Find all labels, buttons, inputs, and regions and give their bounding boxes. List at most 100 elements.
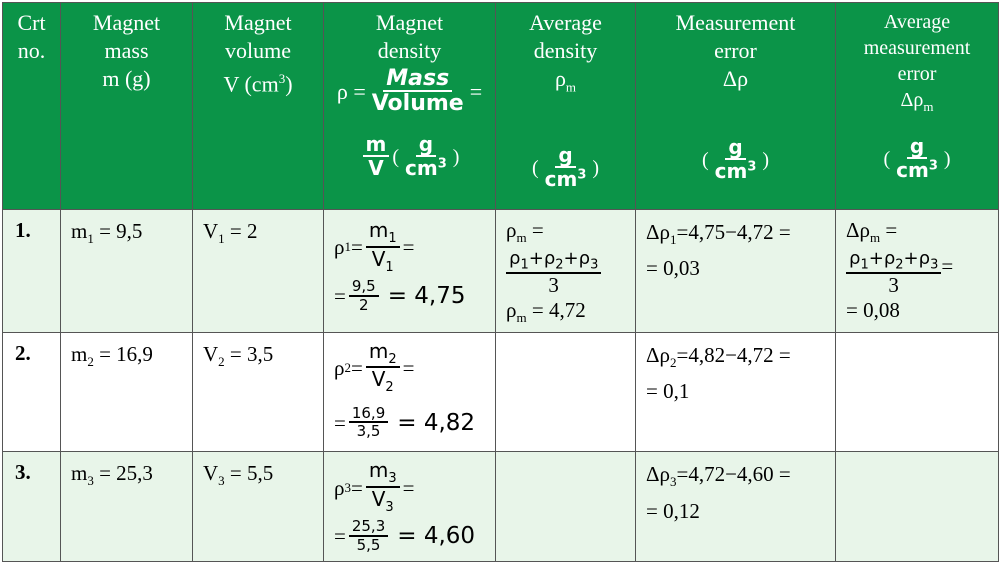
row-number: 2. [2,331,61,453]
unit-exp: 3 [437,156,447,172]
expression: =4,72−4,60 = [676,462,791,487]
subscript: 2 [218,353,225,369]
numerator: m [368,338,389,363]
symbol: ρ [543,248,556,270]
expression: =4,82−4,72 = [676,342,791,367]
value: = 16,9 [93,341,153,366]
mass-cell: m3 = 25,3 [60,451,193,562]
subscript: m [516,309,527,325]
row-number-text: 3. [15,460,31,485]
header-text: m (g) [102,66,151,91]
denominator: 3 [888,273,899,298]
subscript: m [923,99,934,114]
subscript: 1 [860,257,869,273]
header-magnet-mass: Magnet mass m (g) [60,2,193,210]
subscript: 2 [555,257,564,273]
subscript: 3 [930,257,939,273]
symbol: m [71,219,88,243]
fraction: g cm3 [712,137,760,183]
header-text: error [897,63,937,85]
symbol: ρ [506,218,517,242]
denominator: Volume [371,91,464,117]
subscript: 2 [385,380,394,396]
error-cell: Δρ2=4,82−4,72 = = 0,1 [635,331,836,453]
subscript: 2 [388,351,397,367]
fraction: m V [362,134,390,181]
numerator: Mass [383,67,453,93]
symbol: ρ [883,248,896,270]
symbol: ρ [849,248,861,270]
equals: = [880,218,898,242]
average-error-cell [835,451,999,562]
equals: = [402,235,415,260]
subscript: 1 [388,231,397,246]
subscript: 2 [344,360,351,376]
header-text: V (cm3) [194,65,323,98]
subscript: m [516,230,527,246]
subscript: 1 [87,231,94,247]
density-result: = 9,5 2 = 4,75 [334,278,487,313]
paren: ( [392,145,400,168]
paren: ( [531,156,539,179]
header-text: Crt [17,10,46,35]
volume-cell: V3 = 5,5 [192,451,324,562]
error-cell: Δρ3=4,72−4,60 = = 0,12 [635,451,836,562]
paren: ) [592,156,600,179]
denominator: cm [714,159,748,183]
header-text: Δρ [722,66,749,91]
header-text: Δρm [837,87,998,120]
equals: = [334,524,346,549]
header-text: no. [17,38,46,63]
symbol: ρ [578,248,591,270]
fraction: g cm3 [402,134,450,180]
formula-lhs: ρ = [336,78,366,104]
subscript: m [869,230,881,246]
subscript: 3 [590,257,599,273]
header-magnet-volume: Magnet volume V (cm3) [192,2,324,210]
plus: + [868,248,884,270]
result-value: = 4,60 [397,523,476,550]
header-text: error [714,38,757,63]
row-number-text: 1. [15,218,31,242]
denominator: V [368,156,384,181]
paren: ( [701,148,709,171]
header-crt-no: Crt no. [2,2,61,210]
numerator: g [906,136,928,159]
error-cell: Δρ1=4,75−4,72 = = 0,03 [635,209,836,333]
header-text: Magnet [224,10,292,35]
fraction: ρ1+ρ2+ρ3 3 [846,248,942,298]
symbol: ρ [334,475,345,500]
header-text: Magnet [375,10,444,35]
numerator: m [368,218,389,242]
subscript: 3 [388,471,397,487]
numerator: m [362,134,390,158]
paren: ) [452,145,460,168]
subscript: 1 [520,257,529,273]
subscript: 2 [669,354,677,370]
denominator: V [371,246,386,271]
value: = 4,72 [526,297,586,322]
header-row: Crt no. Magnet mass m (g) Magnet volume … [2,2,999,210]
fraction: g cm3 [893,136,941,182]
unit-text: ) [285,71,293,97]
denominator: V [371,487,386,511]
row-number: 3. [2,451,61,562]
fraction: g cm3 [542,145,590,192]
subscript: 1 [344,239,351,255]
fraction: 16,9 3,5 [348,405,389,441]
denominator: cm [544,167,578,192]
denominator: 3,5 [356,422,381,441]
numerator: 16,9 [348,405,389,424]
result-value: = 4,75 [387,283,466,310]
subscript: 3 [385,500,394,515]
equals: = [469,78,483,104]
unit-text: V (cm [223,71,279,97]
